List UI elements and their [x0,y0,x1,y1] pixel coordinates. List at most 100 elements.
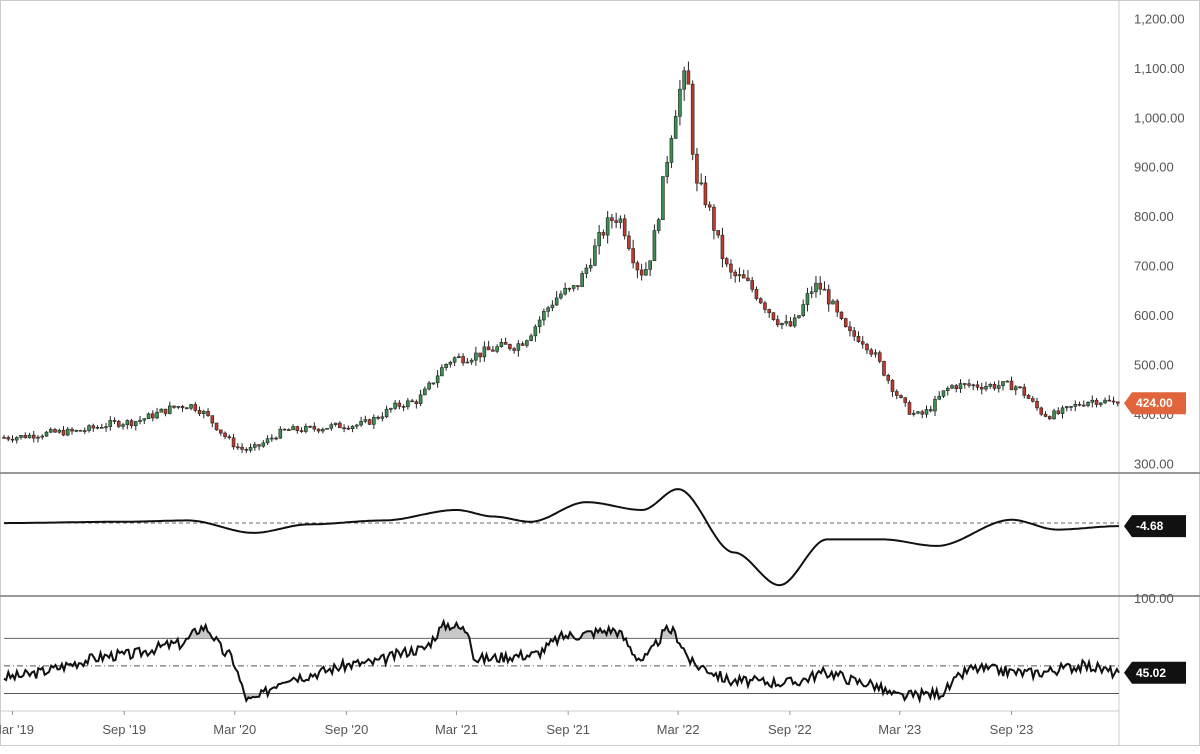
candle-body [478,352,482,358]
candle-body [6,437,11,440]
candle-body [831,300,835,305]
candle-body [99,426,104,429]
price-tick-label: 800.00 [1134,209,1174,224]
x-tick-label: Sep '21 [546,722,590,737]
candle-body [588,265,593,269]
candle-body [491,349,495,352]
candle-body [1005,380,1010,383]
candle-body [805,293,810,305]
candle-body [431,382,436,385]
candle-body [499,342,504,348]
candle-body [852,330,857,337]
price-axis: 300.00400.00500.00600.00700.00800.00900.… [1134,11,1185,471]
candle-body [771,312,776,320]
candle-body [240,446,244,450]
candle-body [979,387,984,390]
candle-body [329,424,334,429]
candle-body [984,385,988,390]
candle-body [835,300,839,313]
candle-body [967,383,971,386]
candle-body [754,289,759,299]
candle-body [567,287,572,290]
candle-body [648,260,652,270]
candle-body [299,430,304,432]
x-axis: Mar '19 Sep '19 Mar '20 Sep '20 Mar '21 Sep '… [0,711,1033,737]
candle-body [767,309,771,314]
candle-body [1018,386,1022,389]
candle-body [1026,395,1031,399]
candle-body [159,408,164,413]
candle-body [189,404,193,409]
candle-body [729,263,733,273]
candle-body [1013,386,1018,391]
candle-body [469,359,474,363]
candle-body [950,385,954,389]
candle-body [1009,380,1014,391]
oversold-fill [4,693,1119,701]
candle-body [737,274,742,277]
candle-body [529,335,533,341]
candle-body [903,397,908,403]
candle-body [809,291,814,294]
candle-body [465,361,470,364]
candle-body [108,420,113,427]
x-tick-label: Mar '23 [878,722,921,737]
candle-body [278,428,283,439]
candle-body [1098,402,1103,405]
candle-body [14,437,19,441]
x-tick-label: Sep '20 [325,722,369,737]
candle-body [775,319,780,326]
candle-body [601,232,606,236]
oscillator-line [4,488,1119,587]
candle-body [350,425,355,429]
candle-body [580,273,584,287]
candle-body [384,408,389,418]
candle-body [65,428,70,436]
candle-body [1039,407,1044,415]
candle-body [257,444,261,447]
candle-body [877,352,882,362]
candle-body [1052,410,1056,420]
candle-body [746,277,750,281]
candle-body [1077,403,1082,406]
candle-body [410,400,414,403]
candle-body [363,419,368,422]
last-value-badges: 424.00 -4.68 45.02 [1124,392,1186,684]
candle-body [270,437,274,440]
candle-body [23,435,28,439]
candle-body [792,317,797,327]
x-tick-label: Sep '23 [990,722,1034,737]
candle-body [482,346,487,358]
price-tick-label: 1,200.00 [1134,11,1185,26]
candle-body [758,298,763,304]
candle-body [321,429,325,432]
candle-body [1086,401,1090,406]
candle-body [865,343,869,351]
candle-body [520,343,525,346]
candle-body [695,153,699,184]
candle-body [584,267,589,274]
candle-body [911,412,916,415]
candle-body [886,374,891,381]
candle-body [1022,386,1027,396]
candle-body [121,424,125,427]
rsi-line [3,618,1120,704]
candle-body [53,429,57,433]
candle-body [172,405,176,408]
candle-body [10,438,15,441]
candle-body [104,426,108,429]
candle-body [304,425,308,432]
candle-body [593,245,597,266]
candle-body [40,435,45,438]
x-tick-label: Mar '22 [657,722,700,737]
candle-body [945,387,950,391]
price-last-badge [1124,392,1186,415]
candle-body [733,271,737,277]
candle-body [1069,406,1073,408]
candle-body [414,401,419,404]
candle-body [1103,399,1107,404]
candle-body [151,413,155,419]
candle-body [129,420,134,426]
x-tick-label: Mar '21 [435,722,478,737]
